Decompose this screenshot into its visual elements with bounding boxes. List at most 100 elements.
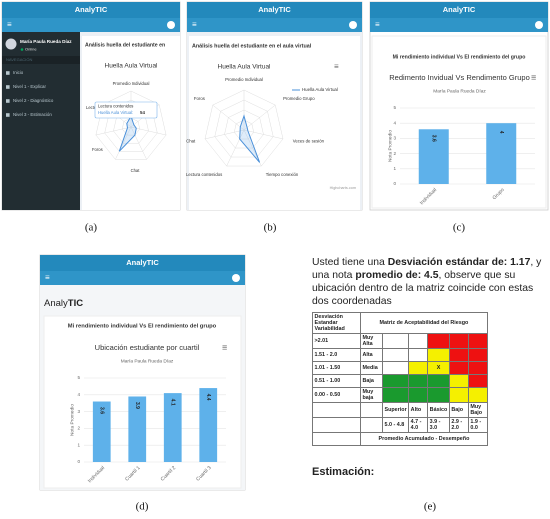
label: Promedio Individual <box>113 81 150 86</box>
cell: Básico <box>427 402 450 418</box>
cell: Media <box>360 361 383 375</box>
label: (d) <box>136 501 149 513</box>
result-text: Usted tiene una Desviación estándar de: … <box>312 256 548 308</box>
cell <box>467 333 488 349</box>
cell: 0.00 - 0.50 <box>312 387 361 403</box>
cell <box>408 348 429 362</box>
radar-spoke <box>243 104 276 131</box>
nav-heading-bg <box>2 56 80 64</box>
cell <box>381 387 410 403</box>
cell: 2.9 - 2.0 <box>448 417 469 433</box>
cell <box>408 361 429 375</box>
radar-ring <box>113 108 149 144</box>
cell: Bajo <box>448 402 469 418</box>
label: 3 <box>77 409 80 414</box>
row: 0.51 - 1.00 Baja <box>312 374 488 388</box>
label: (b) <box>264 222 277 234</box>
label: NAVEGACIÓN <box>6 57 32 62</box>
cell <box>381 361 410 375</box>
label: AnalyTIC <box>126 258 159 267</box>
label: 2 <box>77 426 80 431</box>
cell <box>360 417 383 433</box>
menu-icon: ≡ <box>7 20 12 29</box>
cell: Promedio Acumulado - Desempeño <box>360 432 488 446</box>
cell <box>448 333 469 349</box>
status-dot <box>20 48 24 51</box>
radar-ring <box>121 117 141 136</box>
cell: Alta <box>360 348 383 362</box>
radar-ring <box>224 109 264 149</box>
cell <box>312 432 361 446</box>
app-navbar <box>2 18 180 32</box>
label: (c) <box>453 222 466 234</box>
label: 4.4 <box>205 394 211 401</box>
menu-icon: ≡ <box>192 20 197 29</box>
menu-icon <box>6 71 10 75</box>
label: 0 <box>77 459 80 464</box>
label: 1 <box>393 166 396 171</box>
label: Online <box>25 47 37 52</box>
label: 3.6 <box>430 135 436 142</box>
menu-icon: ≡ <box>45 273 50 282</box>
bar <box>418 129 449 184</box>
label: Nivel 1 - Explicar <box>13 84 46 89</box>
label: Mi rendimiento individual Vs El rendimie… <box>393 54 526 60</box>
cell: 4.7 - 4.0 <box>408 417 429 433</box>
label: 3.6 <box>98 407 104 414</box>
label: 3.9 <box>134 402 140 409</box>
logo-part: TIC <box>68 298 83 309</box>
avg-value: 4.5 <box>424 270 439 281</box>
cell <box>381 374 410 388</box>
row: Promedio Acumulado - Desempeño <box>312 432 488 446</box>
text: , observe que su ubicación dentro de la … <box>312 270 534 307</box>
label: 54 <box>140 110 145 115</box>
label: 4 <box>77 392 80 397</box>
menu-icon <box>6 85 10 89</box>
radar-spoke <box>115 126 132 160</box>
label: Foros <box>92 147 103 152</box>
cell: >2.01 <box>312 333 361 349</box>
cell <box>408 333 429 349</box>
row: 5.0 - 4.8 4.7 - 4.0 3.9 - 3.0 2.9 - 2.0 1.9 … <box>312 417 488 433</box>
label: 1 <box>77 442 80 447</box>
cell: Muy Bajo <box>467 402 488 418</box>
radar-shape <box>239 114 261 163</box>
radar-spoke <box>212 104 245 131</box>
app-navbar <box>187 18 362 32</box>
box <box>189 36 360 210</box>
box <box>371 35 547 209</box>
cell: Superior <box>381 402 410 418</box>
menu-icon <box>6 99 10 103</box>
label: AnalyTIC <box>443 5 476 14</box>
label: María Paula Rueda Díaz <box>20 39 72 44</box>
row: Desviación Estandar Variabilidad Matriz d… <box>312 312 488 334</box>
cell <box>467 348 488 362</box>
tooltip <box>94 101 158 119</box>
text: Desviación estándar de: <box>387 257 508 268</box>
label: Análisis huella del estudiante en <box>85 42 165 48</box>
bar <box>128 396 147 462</box>
cell <box>381 333 410 349</box>
label: Promedio Grupo <box>283 96 315 101</box>
bar <box>163 393 182 462</box>
cell <box>467 387 488 403</box>
cell: Baja <box>360 374 383 388</box>
row: 1.51 - 2.0 Alta <box>312 348 488 362</box>
avatar <box>5 38 17 50</box>
menu-icon: ≡ <box>334 62 339 71</box>
menu-icon: ≡ <box>375 20 380 29</box>
label: Lectura contenidos <box>98 104 133 109</box>
radar-shape <box>118 114 137 152</box>
label: 5 <box>393 105 396 110</box>
cell: Muy baja <box>360 387 383 403</box>
menu-icon: ≡ <box>222 342 227 352</box>
logo: AnalyTIC <box>44 298 83 309</box>
label: Chat <box>186 138 196 143</box>
cell: Muy Alta <box>360 333 383 349</box>
row: 1.01 - 1.50 Media X <box>312 361 488 375</box>
radar-ring <box>214 99 274 158</box>
logo-part: Analy <box>44 298 68 309</box>
radar-spoke <box>95 126 132 136</box>
cell <box>381 348 410 362</box>
